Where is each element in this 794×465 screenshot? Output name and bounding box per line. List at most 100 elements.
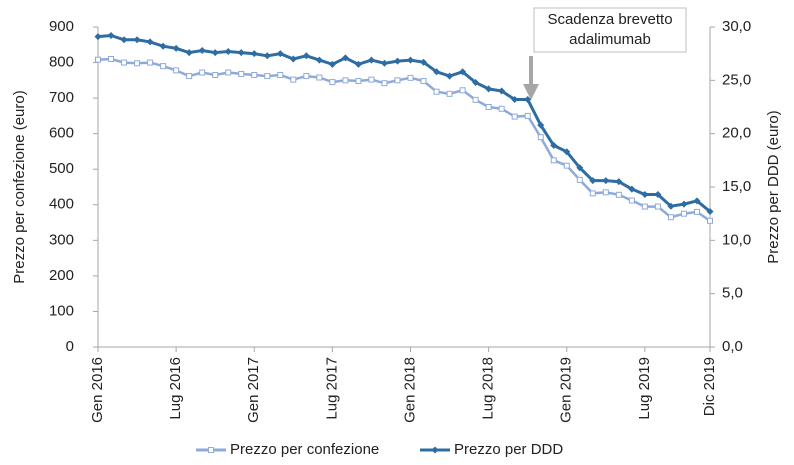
- point: [407, 56, 415, 64]
- point: [107, 32, 115, 40]
- point: [680, 200, 688, 208]
- point: [667, 202, 675, 210]
- x-tick-label: Gen 2019: [558, 357, 575, 423]
- legend-label: Prezzo per confezione: [230, 441, 379, 458]
- point: [420, 58, 428, 66]
- point: [185, 49, 193, 57]
- y-tick-label: 100: [49, 302, 74, 319]
- point: [315, 56, 323, 64]
- point: [537, 121, 545, 129]
- x-tick-label: Lug 2016: [167, 357, 184, 420]
- point: [303, 73, 310, 80]
- point: [342, 77, 349, 84]
- point: [381, 80, 388, 87]
- point: [654, 190, 662, 198]
- point: [367, 56, 375, 64]
- point: [263, 52, 271, 60]
- point: [121, 59, 128, 66]
- x-tick-label: Gen 2017: [245, 357, 262, 423]
- point: [589, 177, 597, 185]
- point: [524, 96, 532, 104]
- y2-axis-label: Prezzo per DDD (euro): [765, 110, 782, 263]
- point: [146, 38, 154, 46]
- series-line: [97, 33, 711, 213]
- point: [134, 60, 141, 67]
- point: [276, 50, 284, 58]
- legend-marker: [208, 447, 214, 453]
- y2-tick-label: 0,0: [722, 338, 743, 355]
- point: [94, 33, 102, 41]
- y-tick-label: 700: [49, 89, 74, 106]
- point: [289, 55, 297, 63]
- point: [316, 74, 323, 81]
- y-tick-label: 400: [49, 196, 74, 213]
- point: [550, 157, 557, 164]
- point: [641, 190, 649, 198]
- annotation-arrowhead: [523, 84, 539, 100]
- y2-tick-label: 10,0: [722, 231, 751, 248]
- point: [576, 164, 584, 172]
- point: [615, 178, 623, 186]
- point: [238, 70, 245, 77]
- point: [498, 87, 506, 95]
- point: [160, 63, 167, 70]
- point: [667, 214, 674, 221]
- legend-marker: [431, 446, 439, 454]
- x-tick-label: Lug 2017: [323, 357, 340, 420]
- point: [251, 72, 258, 78]
- point: [537, 134, 544, 141]
- point: [355, 78, 362, 85]
- y-tick-label: 200: [49, 267, 74, 284]
- point: [211, 49, 219, 57]
- point: [172, 44, 180, 52]
- point: [524, 112, 531, 119]
- point: [706, 208, 714, 216]
- point: [654, 203, 661, 210]
- point: [511, 113, 518, 120]
- point: [693, 208, 700, 215]
- annotation-text: Scadenza brevetto: [547, 11, 672, 28]
- point: [368, 76, 375, 83]
- x-tick-label: Gen 2016: [89, 357, 106, 423]
- point: [485, 85, 493, 93]
- x-tick-label: Lug 2019: [636, 357, 653, 420]
- point: [485, 104, 492, 110]
- y2-tick-label: 25,0: [722, 71, 751, 88]
- y2-tick-label: 5,0: [722, 285, 743, 302]
- x-tick-label: Gen 2018: [401, 357, 418, 423]
- point: [277, 72, 284, 78]
- point: [147, 59, 154, 66]
- point: [459, 87, 466, 94]
- point: [446, 90, 453, 97]
- point: [224, 48, 232, 56]
- point: [328, 60, 336, 68]
- point: [420, 78, 427, 85]
- point: [199, 69, 206, 76]
- point: [133, 36, 141, 44]
- point: [459, 68, 467, 76]
- legend-label: Prezzo per DDD: [454, 441, 563, 458]
- x-tick-label: Dic 2019: [701, 357, 718, 416]
- point: [237, 49, 245, 57]
- point: [433, 88, 440, 95]
- point: [186, 73, 193, 80]
- y-tick-label: 0: [66, 338, 74, 355]
- point: [707, 217, 713, 224]
- point: [550, 141, 558, 149]
- point: [120, 36, 128, 44]
- point: [198, 46, 206, 54]
- annotation-box: [533, 7, 687, 53]
- y-tick-label: 900: [49, 18, 74, 35]
- point: [602, 189, 609, 196]
- y-axis-label: Prezzo per confezione (euro): [11, 90, 28, 283]
- point: [393, 57, 401, 65]
- point: [641, 203, 648, 210]
- annotation-text: adalimumab: [569, 31, 651, 48]
- point: [264, 73, 271, 80]
- y-tick-label: 500: [49, 160, 74, 177]
- point: [433, 68, 441, 76]
- y-tick-label: 600: [49, 125, 74, 142]
- point: [95, 56, 101, 63]
- point: [212, 72, 219, 78]
